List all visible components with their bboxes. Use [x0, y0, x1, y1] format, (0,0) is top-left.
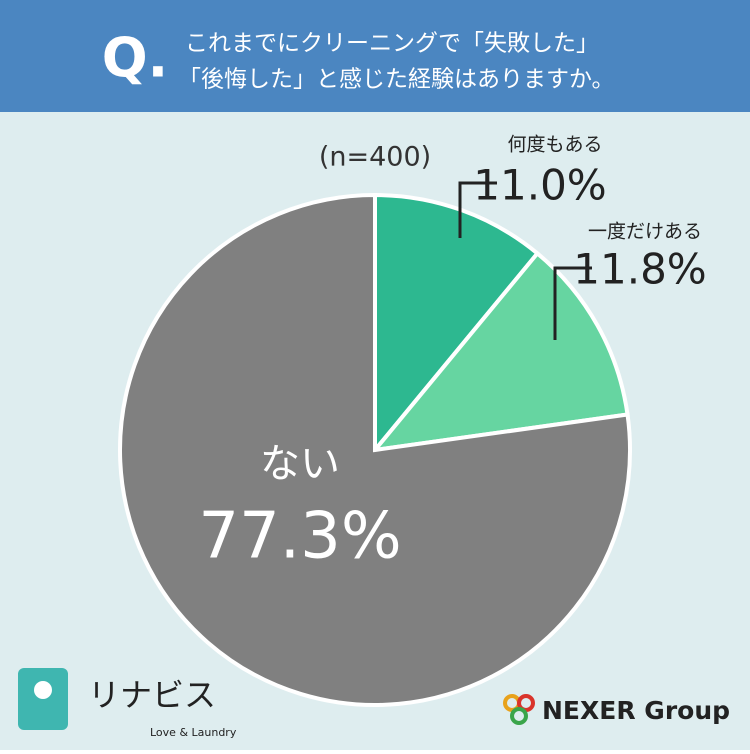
slice-label: 一度だけある: [588, 221, 702, 243]
sample-size: (n=400): [319, 142, 431, 173]
logo-icon: [34, 681, 52, 699]
logo-icon: [510, 707, 528, 725]
question-line: これまでにクリーニングで「失敗した」: [185, 31, 599, 57]
logo-left: リナビス Love & Laundry: [18, 668, 237, 739]
value-label: 11.8%: [573, 245, 706, 294]
question-line: 「後悔した」と感じた経験はありますか。: [178, 67, 615, 93]
brand-name: リナビス: [88, 676, 216, 714]
question-mark: Q.: [102, 27, 168, 90]
value-label: 11.0%: [473, 161, 606, 210]
pie-slice: [370, 250, 630, 453]
logo-icon: [517, 694, 535, 712]
brand-name: NEXER Group: [542, 696, 730, 725]
leader-line: [458, 181, 497, 238]
leader-line: [553, 266, 592, 340]
pie-slice: [118, 192, 632, 707]
slice-label: 何度もある: [507, 134, 602, 156]
pie: [118, 192, 632, 707]
logo-right: NEXER Group: [503, 694, 730, 725]
slice-label: ない: [260, 441, 340, 487]
value-label: 77.3%: [198, 500, 401, 574]
header-band: [0, 0, 750, 112]
brand-tagline: Love & Laundry: [150, 726, 237, 739]
